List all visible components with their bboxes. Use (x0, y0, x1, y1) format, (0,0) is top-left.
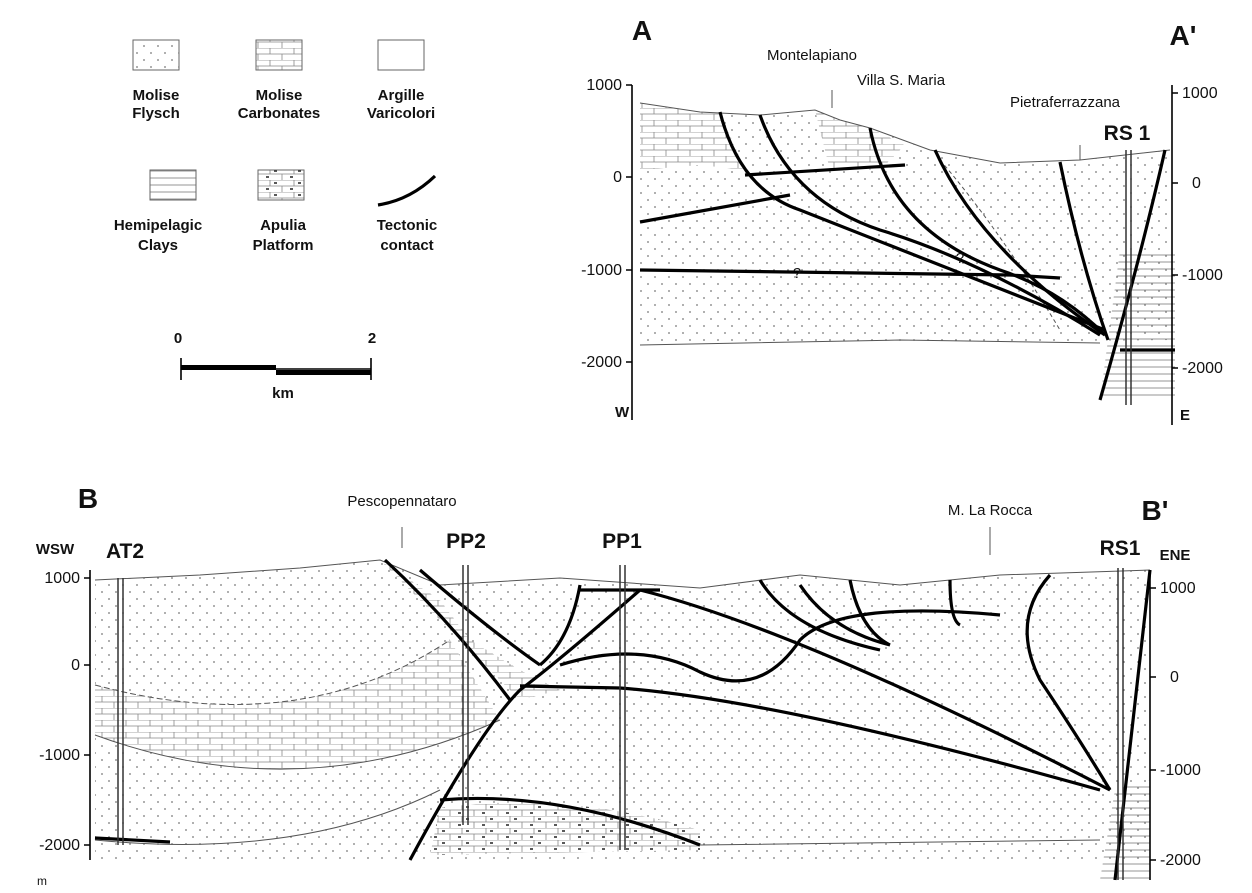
tick-label: 0 (1170, 669, 1179, 686)
unit-label: m (37, 874, 47, 888)
tick-label: -1000 (581, 262, 622, 279)
well-label: RS1 (1100, 537, 1141, 560)
place-marker (402, 527, 990, 555)
scale-label: 0 (174, 330, 182, 347)
tick-label: 0 (71, 657, 80, 674)
legend-line: Varicolori (367, 105, 435, 122)
axis-left (84, 570, 90, 860)
axis-right (1150, 570, 1156, 880)
legend-line: Platform (253, 237, 314, 254)
tick-label: 0 (1192, 175, 1201, 192)
place-label: M. La Rocca (948, 502, 1033, 519)
section-label: A (632, 15, 652, 46)
section-label: A' (1170, 20, 1197, 51)
legend-line: Tectonic (377, 217, 438, 234)
swatch-apulia (258, 170, 304, 200)
place-label: Pescopennataro (347, 493, 456, 510)
section-label: B' (1142, 495, 1169, 526)
well-label: AT2 (106, 540, 144, 563)
query-mark: ? (793, 265, 801, 282)
legend-line: Argille (378, 87, 425, 104)
scale-unit: km (272, 385, 294, 402)
direction-label: W (615, 404, 630, 421)
swatch-argille (378, 40, 424, 70)
legend-line: Carbonates (238, 105, 321, 122)
query-mark: ? (956, 250, 964, 267)
place-label: Villa S. Maria (857, 72, 946, 89)
swatch-clays (150, 170, 196, 200)
place-label: Montelapiano (767, 47, 857, 64)
scale-bar-black (181, 365, 276, 370)
tick-label: -2000 (39, 837, 80, 854)
tick-label: -2000 (1182, 360, 1223, 377)
legend-line: Clays (138, 237, 178, 254)
well-label: RS 1 (1104, 122, 1151, 145)
tick-label: 1000 (1182, 85, 1218, 102)
legend-label: Tectonic contact (377, 217, 438, 254)
direction-label: E (1180, 407, 1190, 424)
well-label: PP1 (602, 530, 642, 553)
tick-label: 1000 (44, 570, 80, 587)
direction-label: ENE (1160, 547, 1191, 564)
tick-label: 1000 (1160, 580, 1196, 597)
legend-label: Apulia Platform (253, 217, 314, 254)
figure: MoliseFlysch MoliseCarbonates ArgilleVar… (0, 0, 1252, 893)
section-a: A A' Montelapiano Villa S. Maria Pietraf… (581, 15, 1223, 425)
legend-line: Apulia (260, 217, 306, 234)
legend-line: Flysch (132, 105, 180, 122)
tick-label: -2000 (1160, 852, 1201, 869)
direction-label: WSW (36, 541, 75, 558)
legend-line: Molise (133, 87, 180, 104)
tick-label: -2000 (581, 354, 622, 371)
legend-line: Molise (256, 87, 303, 104)
tick-label: -1000 (1160, 762, 1201, 779)
tick-label: -1000 (39, 747, 80, 764)
tick-label: -1000 (1182, 267, 1223, 284)
scale-bar-black (276, 370, 371, 375)
legend-label: Hemipelagic Clays (114, 217, 202, 254)
swatch-contact (378, 176, 435, 205)
section-label: B (78, 483, 98, 514)
tick-label: 1000 (586, 77, 622, 94)
section-b: B B' Pescopennataro M. La Rocca AT2 PP2 … (36, 483, 1201, 888)
tick-label: 0 (613, 169, 622, 186)
swatch-carbonates (256, 40, 302, 70)
scale-label: 2 (368, 330, 376, 347)
axis-left (626, 85, 632, 420)
swatch-flysch (133, 40, 179, 70)
place-label: Pietraferrazzana (1010, 94, 1121, 111)
legend-line: Hemipelagic (114, 217, 202, 234)
well-label: PP2 (446, 530, 486, 553)
legend-line: contact (380, 237, 433, 254)
